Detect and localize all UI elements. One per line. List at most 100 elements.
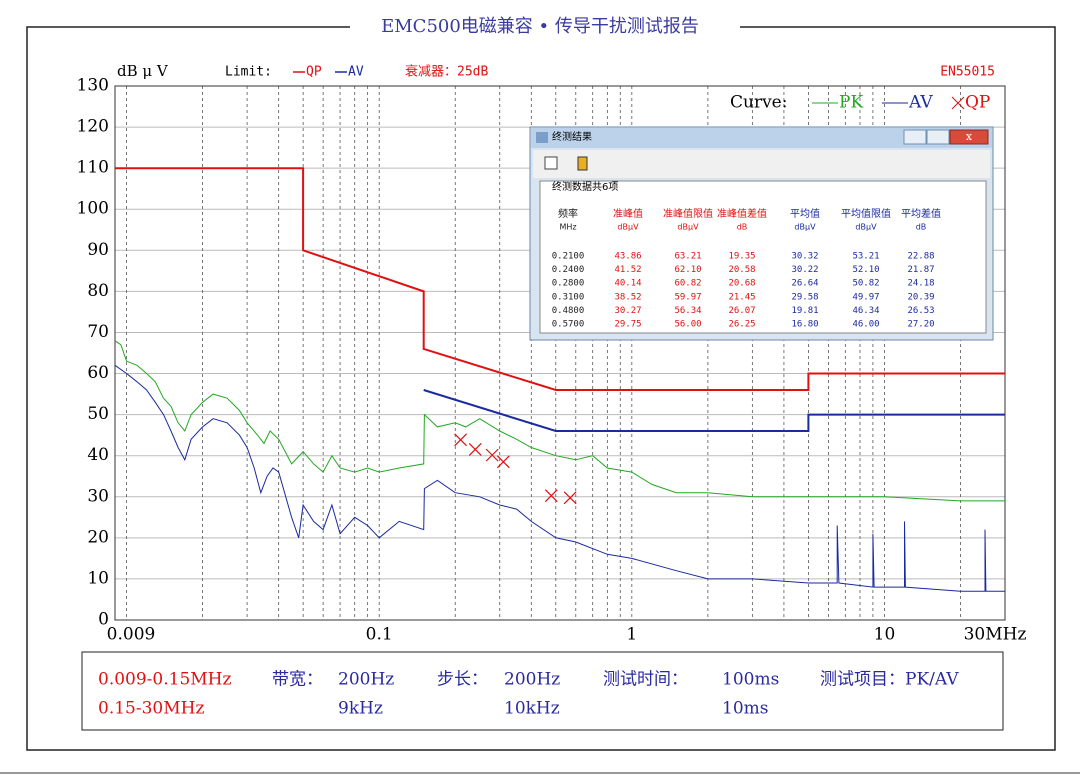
x-tick-label: 0.1 xyxy=(366,625,393,645)
y-tick-label: 40 xyxy=(87,445,109,465)
y-tick-label: 110 xyxy=(77,158,109,178)
y-tick-label: 10 xyxy=(87,568,109,588)
exit-button[interactable] xyxy=(577,156,588,171)
dialog-body xyxy=(539,180,987,334)
table-cell: 50.82 xyxy=(852,279,879,289)
x-tick-label: 0.009 xyxy=(107,625,156,645)
footer-text: 0.009-0.15MHz xyxy=(98,670,231,690)
series-line xyxy=(115,167,1005,391)
y-tick-label: 70 xyxy=(87,322,109,342)
toolbar xyxy=(533,150,990,178)
table-cell: 19.81 xyxy=(791,306,818,316)
table-cell: 26.53 xyxy=(907,306,934,316)
minimize-button[interactable] xyxy=(903,129,927,145)
curve-legend-title: Curve: xyxy=(730,93,787,113)
footer-text: 测试项目：PK/AV xyxy=(820,670,959,690)
table-cell: 0.2100 xyxy=(552,252,585,262)
table-cell: 27.20 xyxy=(907,320,934,330)
legend-label: PK xyxy=(839,93,863,113)
y-tick-label: 50 xyxy=(87,404,109,424)
y-tick-label: 130 xyxy=(77,76,109,96)
footer-box xyxy=(81,651,1004,731)
legend-label: QP xyxy=(306,65,322,80)
x-tick-label: 1 xyxy=(626,625,637,645)
dialog-subtitle: 终测数据共6项 xyxy=(552,180,618,193)
x-tick-label: 30MHz xyxy=(964,625,1027,645)
table-cell: 0.4800 xyxy=(552,306,585,316)
column-header: 准峰值 xyxy=(613,207,643,220)
series-line xyxy=(114,364,1005,592)
column-header: 准峰值限值 xyxy=(663,207,713,220)
qp-marker xyxy=(454,433,468,447)
footer-text: 带宽： xyxy=(272,670,323,690)
close-glyph: x xyxy=(966,130,973,143)
table-cell: 60.82 xyxy=(674,279,701,289)
dialog-titlebar xyxy=(531,128,992,148)
y-tick-label: 20 xyxy=(87,527,109,547)
table-cell: 24.18 xyxy=(907,279,934,289)
y-tick-label: 90 xyxy=(87,240,109,260)
column-header: 平均值 xyxy=(790,207,820,220)
qp-marker xyxy=(544,489,558,503)
standard-label: EN55015 xyxy=(940,65,995,80)
y-tick-label: 0 xyxy=(98,610,109,630)
table-cell: 16.80 xyxy=(791,320,818,330)
column-header: dB xyxy=(916,223,927,232)
qp-marker xyxy=(485,448,499,462)
table-cell: 26.64 xyxy=(791,279,818,289)
table-cell: 63.21 xyxy=(674,252,701,262)
attenuator-label: 衰减器：25dB xyxy=(405,64,488,80)
x-tick-label: 10 xyxy=(874,625,896,645)
table-cell: 21.87 xyxy=(907,265,934,275)
table-cell: 49.97 xyxy=(852,292,879,302)
column-header: dBμV xyxy=(855,223,877,232)
y-tick-label: 60 xyxy=(87,363,109,383)
footer-text: 100ms xyxy=(722,670,779,690)
table-cell: 0.2800 xyxy=(552,279,585,289)
table-cell: 20.39 xyxy=(907,292,934,302)
y-tick-label: 30 xyxy=(87,486,109,506)
column-header: dBμV xyxy=(794,223,816,232)
column-header: 平均值限值 xyxy=(841,207,891,220)
footer-text: 10ms xyxy=(722,699,768,719)
table-cell: 62.10 xyxy=(674,265,701,275)
table-cell: 26.07 xyxy=(728,306,755,316)
footer-text: 测试时间： xyxy=(603,670,688,690)
column-header: dBμV xyxy=(617,223,639,232)
table-cell: 38.52 xyxy=(614,292,641,302)
limit-legend-title: Limit: xyxy=(225,65,272,80)
footer-text: 10kHz xyxy=(504,699,560,719)
plot-border xyxy=(114,85,1006,621)
table-cell: 41.52 xyxy=(614,265,641,275)
column-header: 准峰值差值 xyxy=(717,207,767,220)
table-cell: 30.22 xyxy=(791,265,818,275)
footer-text: 0.15-30MHz xyxy=(98,699,204,719)
y-tick-label: 80 xyxy=(87,281,109,301)
y-tick-label: 120 xyxy=(77,117,109,137)
table-cell: 43.86 xyxy=(614,252,641,262)
footer-text: 200Hz xyxy=(338,670,394,690)
qp-marker xyxy=(563,491,577,505)
maximize-button[interactable] xyxy=(926,129,950,145)
series-line xyxy=(114,340,1005,502)
table-cell: 20.68 xyxy=(728,279,755,289)
table-cell: 0.3100 xyxy=(552,292,585,302)
column-header: dBμV xyxy=(677,223,699,232)
table-cell: 56.00 xyxy=(674,320,701,330)
table-cell: 22.88 xyxy=(907,252,934,262)
column-header: MHz xyxy=(559,223,576,232)
table-cell: 26.25 xyxy=(728,320,755,330)
table-cell: 0.5700 xyxy=(552,320,585,330)
print-button[interactable] xyxy=(544,156,558,170)
table-cell: 52.10 xyxy=(852,265,879,275)
table-cell: 29.75 xyxy=(614,320,641,330)
dialog-icon xyxy=(536,132,548,143)
table-cell: 30.27 xyxy=(614,306,641,316)
qp-marker xyxy=(468,443,482,456)
close-button[interactable] xyxy=(949,129,989,145)
legend-label: QP xyxy=(965,93,990,113)
table-cell: 40.14 xyxy=(614,279,641,289)
column-header: dB xyxy=(737,223,748,232)
legend-label: AV xyxy=(348,65,364,80)
